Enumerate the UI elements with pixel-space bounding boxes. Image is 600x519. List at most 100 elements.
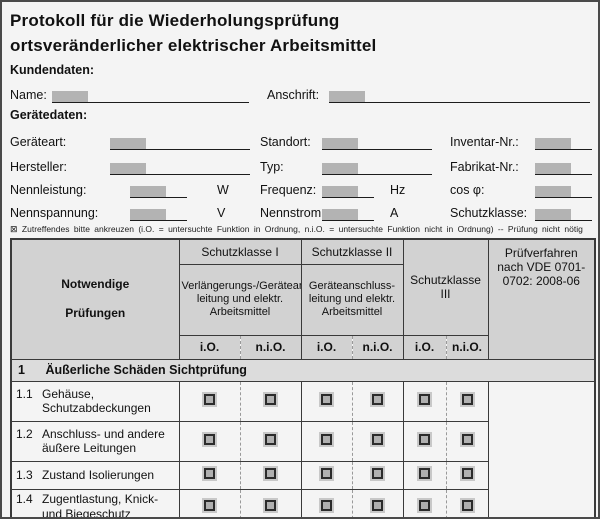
checkbox-c2-nok[interactable] [370, 497, 385, 513]
checkbox-cell [239, 460, 302, 490]
checkbox-c3-nok[interactable] [459, 466, 475, 481]
frequency-field[interactable] [322, 183, 374, 198]
name-label: Name: [10, 88, 47, 102]
value-placeholder [322, 209, 358, 220]
table-row: 1.2 Anschluss- und andere äußere Leitunge… [10, 420, 595, 462]
checkbox-cell [300, 380, 353, 422]
checkbox-c2-nok[interactable] [370, 432, 385, 447]
customer-section-heading: Kundendaten: [10, 63, 95, 77]
manufacturer-field[interactable] [110, 160, 250, 175]
checkbox-c2-nok[interactable] [370, 392, 385, 407]
checkbox-cell [351, 420, 404, 462]
item-label: Anschluss- und andere äußere Leitungen [42, 426, 165, 456]
model-field[interactable] [322, 160, 432, 175]
name-value-placeholder [52, 91, 88, 102]
value-placeholder [322, 163, 358, 174]
device-section-heading: Gerätedaten: [10, 108, 88, 122]
item-label: Zustand Isolierungen [42, 467, 155, 482]
subheader-nok-1: n.i.O. [239, 334, 302, 360]
checkbox-c2-ok[interactable] [319, 432, 334, 447]
checkbox-c1-ok[interactable] [202, 466, 217, 481]
rated-current-field[interactable] [322, 206, 374, 221]
checkbox-cell [351, 488, 404, 517]
checkbox-c1-nok[interactable] [263, 432, 278, 447]
checkbox-cell [300, 420, 353, 462]
col-header-required-tests: Notwendige Prüfungen [10, 238, 180, 360]
checkbox-c1-ok[interactable] [202, 497, 217, 513]
location-field[interactable] [322, 135, 432, 150]
checkbox-c1-ok[interactable] [202, 432, 217, 447]
checkbox-c3-ok[interactable] [417, 466, 433, 481]
value-placeholder [535, 209, 571, 220]
checkbox-cell [445, 380, 489, 422]
value-placeholder [110, 138, 146, 149]
col-header-class-2: Schutzklasse II [300, 238, 404, 265]
inventory-no-field[interactable] [535, 135, 592, 150]
cos-phi-field[interactable] [535, 183, 592, 198]
checkbox-cell [351, 380, 404, 422]
serial-no-label: Fabrikat-Nr.: [450, 160, 519, 174]
col-header-line2: Prüfungen [65, 306, 126, 321]
checkbox-cell [402, 460, 447, 490]
value-placeholder [130, 209, 166, 220]
checkbox-c3-nok[interactable] [459, 497, 475, 513]
item-label: Zugentlastung, Knick- und Biegeschutz [42, 492, 159, 519]
rated-voltage-label: Nennspannung: [10, 206, 99, 220]
checkbox-cell [402, 420, 447, 462]
checkbox-cell [239, 420, 302, 462]
address-value-placeholder [329, 91, 365, 102]
watt-unit: W [217, 183, 229, 197]
device-type-field[interactable] [110, 135, 250, 150]
rated-power-field[interactable] [130, 183, 187, 198]
table-row: 1.4 Zugentlastung, Knick- und Biegeschutz [10, 488, 595, 519]
checkbox-cell [445, 488, 489, 517]
page-title-line2: ortsveränderlicher elektrischer Arbeitsm… [10, 36, 377, 55]
name-field[interactable] [52, 88, 249, 103]
col-header-line1: Notwendige [61, 277, 130, 292]
protection-class-field[interactable] [535, 206, 592, 221]
col-header-class-3: Schutzklasse III [402, 238, 489, 336]
value-placeholder [322, 138, 358, 149]
checkbox-c3-ok[interactable] [417, 432, 433, 447]
address-field[interactable] [329, 88, 590, 103]
checkbox-cell [178, 420, 241, 462]
value-placeholder [535, 163, 571, 174]
address-label: Anschrift: [267, 88, 320, 102]
legend-note: ⊠ Zutreffendes bitte ankreuzen (i.O. = u… [10, 224, 590, 235]
volt-unit: V [217, 206, 226, 220]
item-number: 1.4 [16, 492, 33, 507]
checkbox-c2-nok[interactable] [370, 466, 385, 481]
checkbox-c3-nok[interactable] [459, 432, 475, 447]
checkbox-c1-nok[interactable] [263, 466, 278, 481]
section-label: Äußerliche Schäden Sichtprüfung [45, 363, 247, 377]
checkbox-c2-ok[interactable] [319, 497, 334, 513]
manufacturer-label: Hersteller: [10, 160, 67, 174]
table-row: 1.1 Gehäuse, Schutzabdeckungen [10, 380, 596, 517]
checkbox-c3-ok[interactable] [417, 497, 433, 513]
device-row-2: Hersteller: Typ: Fabrikat-Nr.: [10, 150, 592, 175]
cos-phi-label: cos φ: [450, 183, 485, 197]
checkbox-c1-ok[interactable] [202, 392, 217, 407]
checkbox-cell [239, 488, 302, 517]
subheader-nok-2: n.i.O. [351, 334, 404, 360]
checkbox-c3-nok[interactable] [459, 392, 475, 407]
checkbox-c3-ok[interactable] [417, 392, 433, 407]
checkbox-c2-ok[interactable] [319, 466, 334, 481]
ampere-unit: A [390, 206, 399, 220]
inspection-table: Notwendige Prüfungen Schutzklasse I Schu… [10, 238, 597, 519]
checkbox-c1-nok[interactable] [263, 392, 278, 407]
checkbox-cell [300, 488, 353, 517]
item-label: Gehäuse, Schutzabdeckungen [42, 386, 151, 416]
method-column-empty [487, 380, 596, 517]
checkbox-cell [239, 380, 302, 422]
serial-no-field[interactable] [535, 160, 592, 175]
checkbox-c1-nok[interactable] [263, 497, 278, 513]
rated-power-label: Nennleistung: [10, 183, 87, 197]
checkbox-c2-ok[interactable] [319, 392, 334, 407]
checkbox-cell [178, 488, 241, 517]
checked-box-icon: ⊠ [10, 224, 18, 234]
value-placeholder [130, 186, 166, 197]
rated-voltage-field[interactable] [130, 206, 187, 221]
checkbox-cell [402, 488, 447, 517]
